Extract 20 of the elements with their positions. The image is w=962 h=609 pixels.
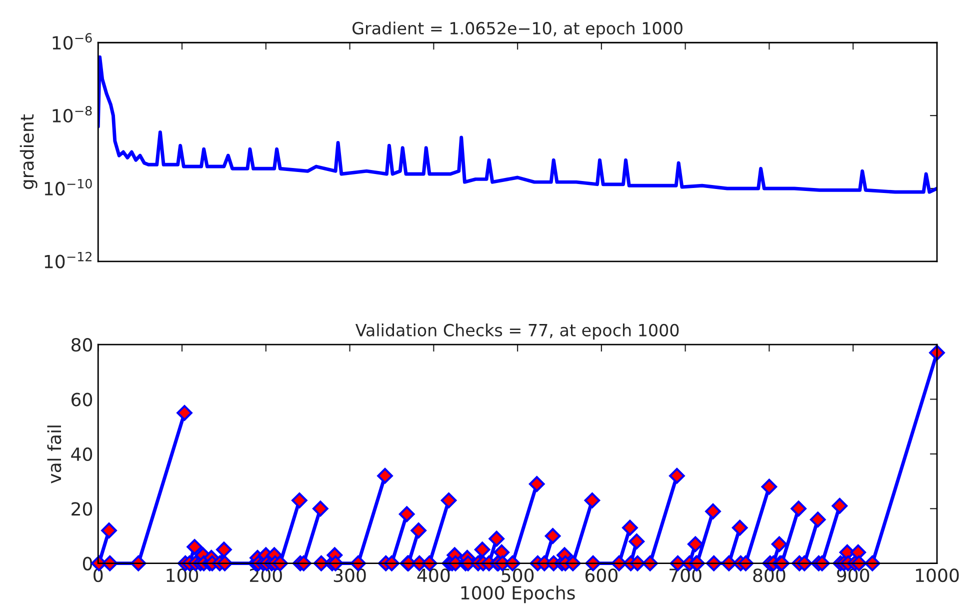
y-tick-label: 0 — [82, 556, 92, 570]
y-tick-label: 10$^{−10}$ — [44, 178, 92, 196]
y-tick-label: 40 — [71, 447, 92, 462]
y-tick-label: 10$^{−12}$ — [44, 252, 92, 268]
y-tick-label: 10$^{−6}$ — [52, 33, 92, 50]
x-tick-label: 300 — [334, 568, 366, 582]
y-axis-title: gradient — [20, 114, 38, 190]
x-tick-label: 600 — [585, 568, 618, 582]
x-tick-label: 400 — [417, 568, 450, 582]
y-tick-label: 10$^{−8}$ — [52, 106, 92, 123]
line-series — [98, 55, 937, 194]
x-tick-label: 500 — [502, 568, 534, 582]
x-tick-label: 1000 — [916, 568, 959, 582]
y-axis-title: val fail — [47, 426, 62, 484]
chart-title: Validation Checks = 77, at epoch 1000 — [355, 324, 679, 340]
y-tick-label: 60 — [72, 392, 92, 406]
x-axis-title: 1000 Epochs — [461, 586, 575, 604]
chart-title: Gradient = 1.0652e−10, at epoch 1000 — [352, 22, 682, 38]
y-tick-label: 80 — [72, 338, 92, 352]
y-tick-label: 20 — [72, 502, 92, 516]
